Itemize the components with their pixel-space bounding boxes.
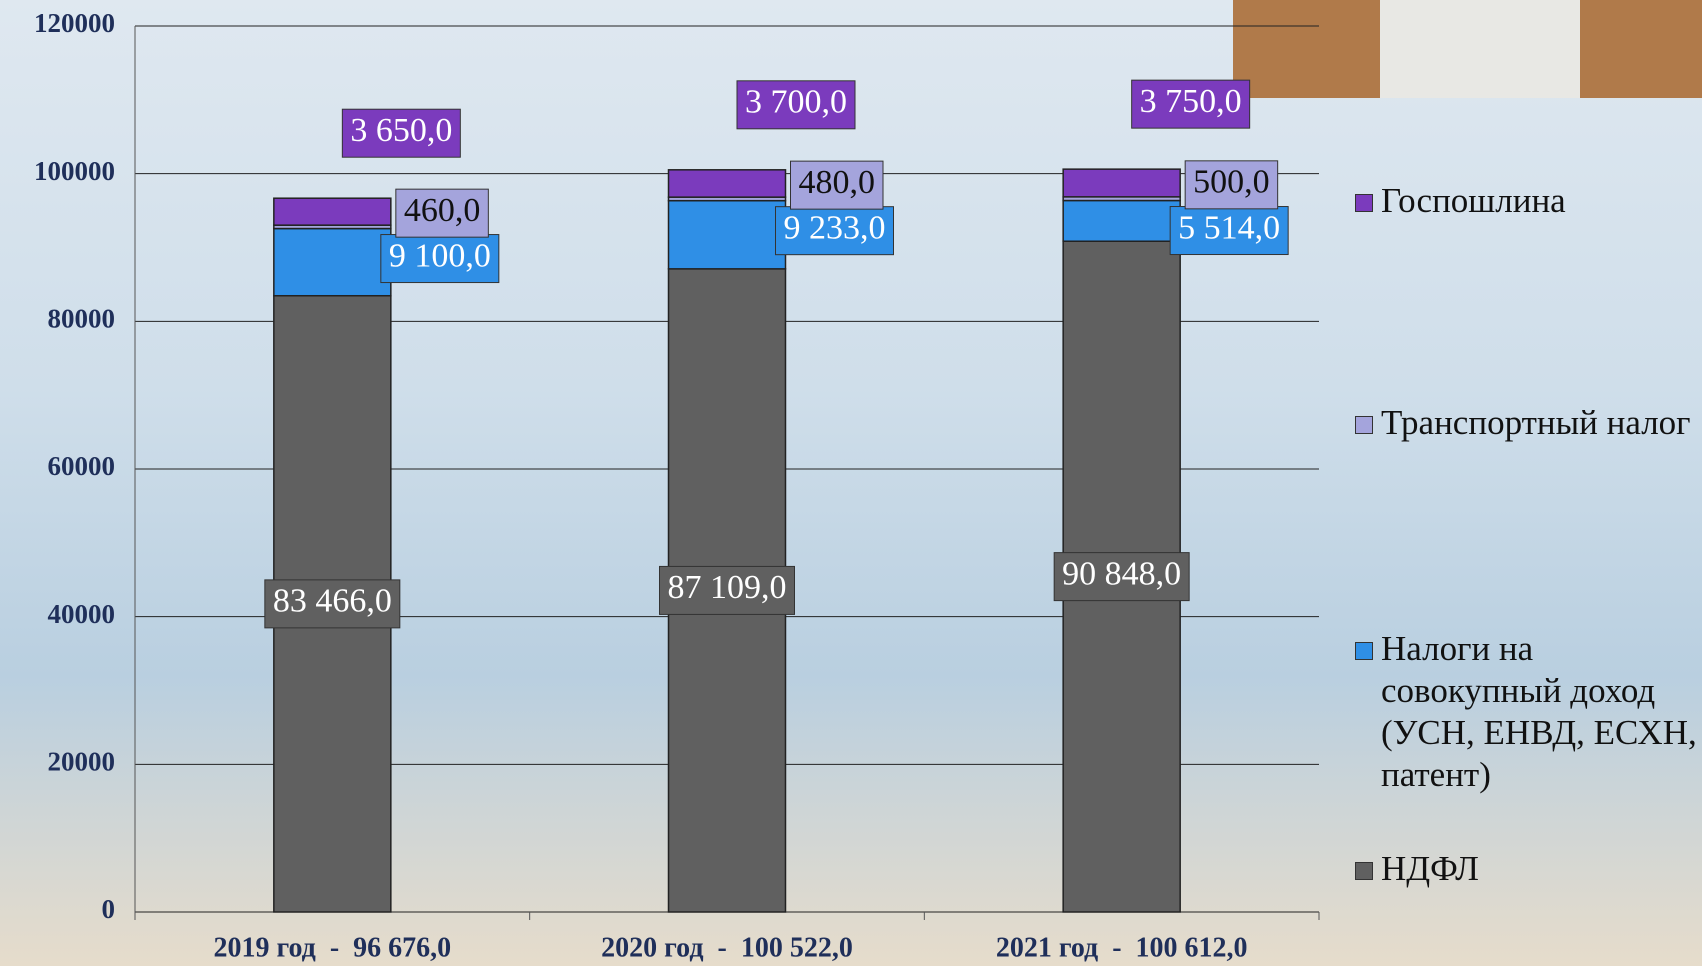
bar-segment — [1062, 199, 1181, 242]
legend-swatch — [1355, 194, 1373, 212]
value-label-box — [659, 565, 795, 615]
value-label: 3 650,0 — [350, 112, 452, 149]
value-label-box — [1131, 79, 1251, 129]
legend-entry: Транспортный налог — [1355, 402, 1691, 444]
value-label-box — [736, 80, 856, 130]
y-tick-label: 60000 — [48, 451, 116, 481]
legend-label: Налоги на совокупный доход (УСН, ЕНВД, Е… — [1381, 629, 1697, 794]
photo-paper — [1380, 0, 1580, 98]
value-label-box — [790, 160, 884, 210]
y-tick-label: 40000 — [48, 599, 116, 629]
legend-label: Транспортный налог — [1381, 403, 1691, 442]
bar-segment — [1062, 168, 1181, 198]
legend-entry: НДФЛ — [1355, 848, 1479, 890]
y-tick-label: 120000 — [34, 8, 115, 38]
value-label: 83 466,0 — [273, 583, 392, 620]
value-label-box — [341, 108, 461, 158]
legend-swatch — [1355, 862, 1373, 880]
y-tick-label: 0 — [102, 894, 116, 924]
value-label-box — [775, 206, 894, 256]
value-label: 3 700,0 — [745, 84, 847, 121]
bar-segment — [273, 197, 392, 226]
x-tick-label: 2021 год - 100 612,0 — [996, 932, 1248, 963]
legend-entry: Госпошлина — [1355, 180, 1566, 222]
value-label-box — [380, 234, 500, 284]
value-label: 87 109,0 — [668, 569, 787, 606]
legend-label: НДФЛ — [1381, 849, 1479, 888]
value-label: 9 233,0 — [784, 209, 886, 246]
value-label-box — [1053, 552, 1190, 602]
legend-entry: Налоги на совокупный доход (УСН, ЕНВД, Е… — [1355, 628, 1700, 796]
value-label: 460,0 — [404, 192, 481, 229]
y-tick-label: 100000 — [34, 156, 115, 186]
value-label: 9 100,0 — [389, 237, 491, 274]
bar-segment — [667, 169, 787, 198]
value-label-box — [1169, 206, 1289, 256]
x-tick-label: 2019 год - 96 676,0 — [213, 932, 451, 963]
value-label-box — [1184, 160, 1279, 210]
legend-swatch — [1355, 642, 1373, 660]
bar-segment — [667, 199, 787, 270]
value-label: 90 848,0 — [1062, 555, 1181, 592]
legend-swatch — [1355, 416, 1373, 434]
x-tick-label: 2020 год - 100 522,0 — [601, 932, 853, 963]
y-tick-label: 20000 — [48, 747, 116, 777]
value-label: 3 750,0 — [1140, 83, 1242, 120]
value-label-box — [264, 579, 401, 629]
value-label-box — [395, 188, 489, 238]
value-label: 5 514,0 — [1178, 209, 1280, 246]
value-label: 480,0 — [799, 164, 876, 201]
legend-label: Госпошлина — [1381, 181, 1566, 220]
bar-segment — [273, 227, 392, 297]
y-tick-label: 80000 — [48, 304, 116, 334]
value-label: 500,0 — [1193, 164, 1270, 201]
